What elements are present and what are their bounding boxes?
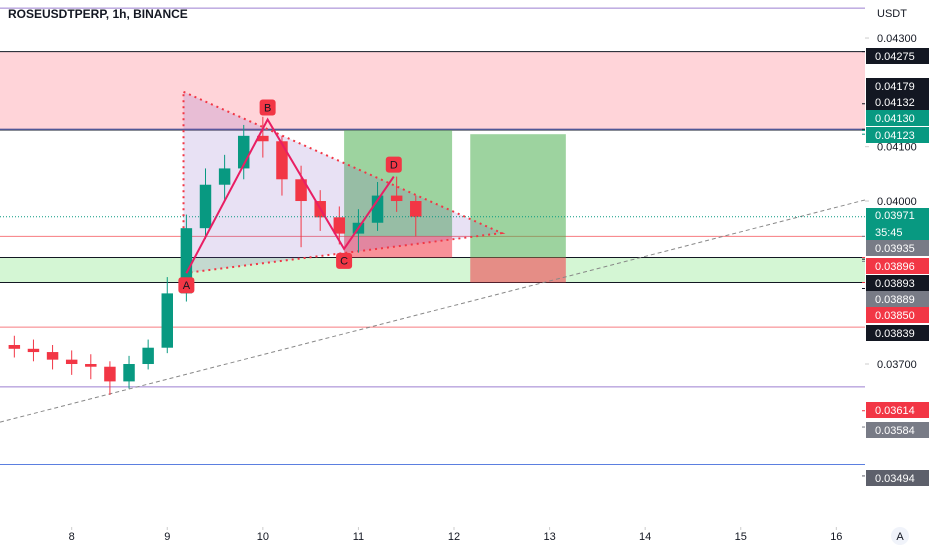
x-tick-label: 11: [353, 531, 364, 543]
plot-area: [0, 7, 866, 466]
auto-scale-label[interactable]: A: [896, 531, 904, 543]
price-label-box: [866, 325, 929, 341]
x-tick-label: 13: [543, 531, 555, 543]
candle-body: [371, 195, 384, 223]
candle-body: [295, 179, 307, 202]
candle-body: [85, 364, 97, 367]
price-label-box: [866, 78, 929, 94]
x-tick-label: 12: [448, 531, 460, 543]
price-label-box: [866, 94, 929, 110]
currency-label: USDT: [877, 8, 907, 20]
price-label: 0.03893: [875, 278, 915, 290]
price-label-box: [866, 422, 929, 438]
last-price-box: [866, 208, 929, 241]
candle-body: [237, 135, 250, 169]
pattern-point-badge: [259, 99, 276, 116]
x-tick-label: 15: [735, 531, 747, 543]
x-tick-label: 10: [257, 531, 269, 543]
zone: [0, 51, 865, 130]
y-tick-label: 0.04100: [877, 142, 917, 154]
price-label: 0.04123: [875, 130, 915, 142]
price-label: 0.03896: [875, 261, 915, 273]
price-label: 0.03584: [875, 425, 915, 437]
candle-body: [123, 364, 135, 382]
x-tick-label: 8: [69, 531, 75, 543]
price-label-box: [866, 110, 929, 126]
candle-body: [8, 344, 21, 349]
y-tick-label: 0.04000: [877, 196, 917, 208]
price-label-box: [866, 291, 929, 307]
candle-body: [46, 352, 59, 360]
price-label: 0.04132: [875, 97, 915, 109]
candle-body: [65, 359, 78, 365]
y-tick-label: 0.03700: [877, 359, 917, 371]
candle-body: [410, 201, 422, 217]
price-label-box: [866, 48, 929, 64]
pattern-point-label: C: [340, 256, 348, 268]
profit-zone: [344, 130, 453, 237]
y-tick-label: 0.04300: [877, 33, 917, 45]
price-label-box: [866, 127, 929, 143]
candle-body: [180, 228, 193, 294]
price-label: 0.03935: [875, 243, 915, 255]
price-label: 0.03494: [875, 473, 915, 485]
price-label: 0.03889: [875, 294, 915, 306]
price-label: 0.03614: [875, 405, 915, 417]
last-price-label: 0.03971: [875, 210, 915, 222]
x-tick-label: 9: [164, 531, 170, 543]
price-label: 0.03839: [875, 328, 915, 340]
countdown-label: 35:45: [875, 227, 903, 239]
pattern-point-label: D: [390, 159, 398, 171]
pattern-point-badge: [336, 252, 353, 269]
price-label-box: [866, 240, 929, 256]
price-label-box: [866, 275, 929, 291]
price-label: 0.04275: [875, 51, 915, 63]
candle-body: [390, 195, 403, 202]
price-label-box: [866, 402, 929, 418]
x-tick-label: 14: [639, 531, 651, 543]
pattern-line: [185, 117, 395, 274]
candle-body: [257, 135, 269, 142]
x-tick-label: 16: [830, 531, 842, 543]
candle-body: [104, 366, 116, 382]
price-label: 0.04179: [875, 81, 915, 93]
trend-line: [0, 199, 866, 423]
candle-body: [27, 348, 40, 353]
candle-body: [276, 141, 288, 180]
price-label: 0.03850: [875, 310, 915, 322]
price-label: 0.04130: [875, 113, 915, 125]
loss-zone: [344, 236, 453, 258]
candle-body: [333, 217, 346, 234]
pattern-point-label: A: [183, 280, 191, 292]
candle-body: [218, 168, 231, 185]
zone: [0, 257, 865, 283]
chart-title: ROSEUSDTPERP, 1h, BINANCE: [8, 7, 188, 21]
price-label-box: [866, 470, 929, 486]
pattern-point-label: B: [264, 102, 271, 114]
candle-body: [161, 293, 173, 348]
pattern-point-badge: [178, 277, 195, 294]
price-label-box: [866, 307, 929, 323]
pattern-point-badge: [385, 156, 402, 173]
auto-scale-button[interactable]: [891, 527, 909, 545]
candle-body: [142, 347, 154, 365]
profit-zone: [470, 134, 566, 258]
candle-body: [199, 184, 212, 229]
loss-zone: [470, 257, 566, 283]
price-label-box: [866, 258, 929, 274]
